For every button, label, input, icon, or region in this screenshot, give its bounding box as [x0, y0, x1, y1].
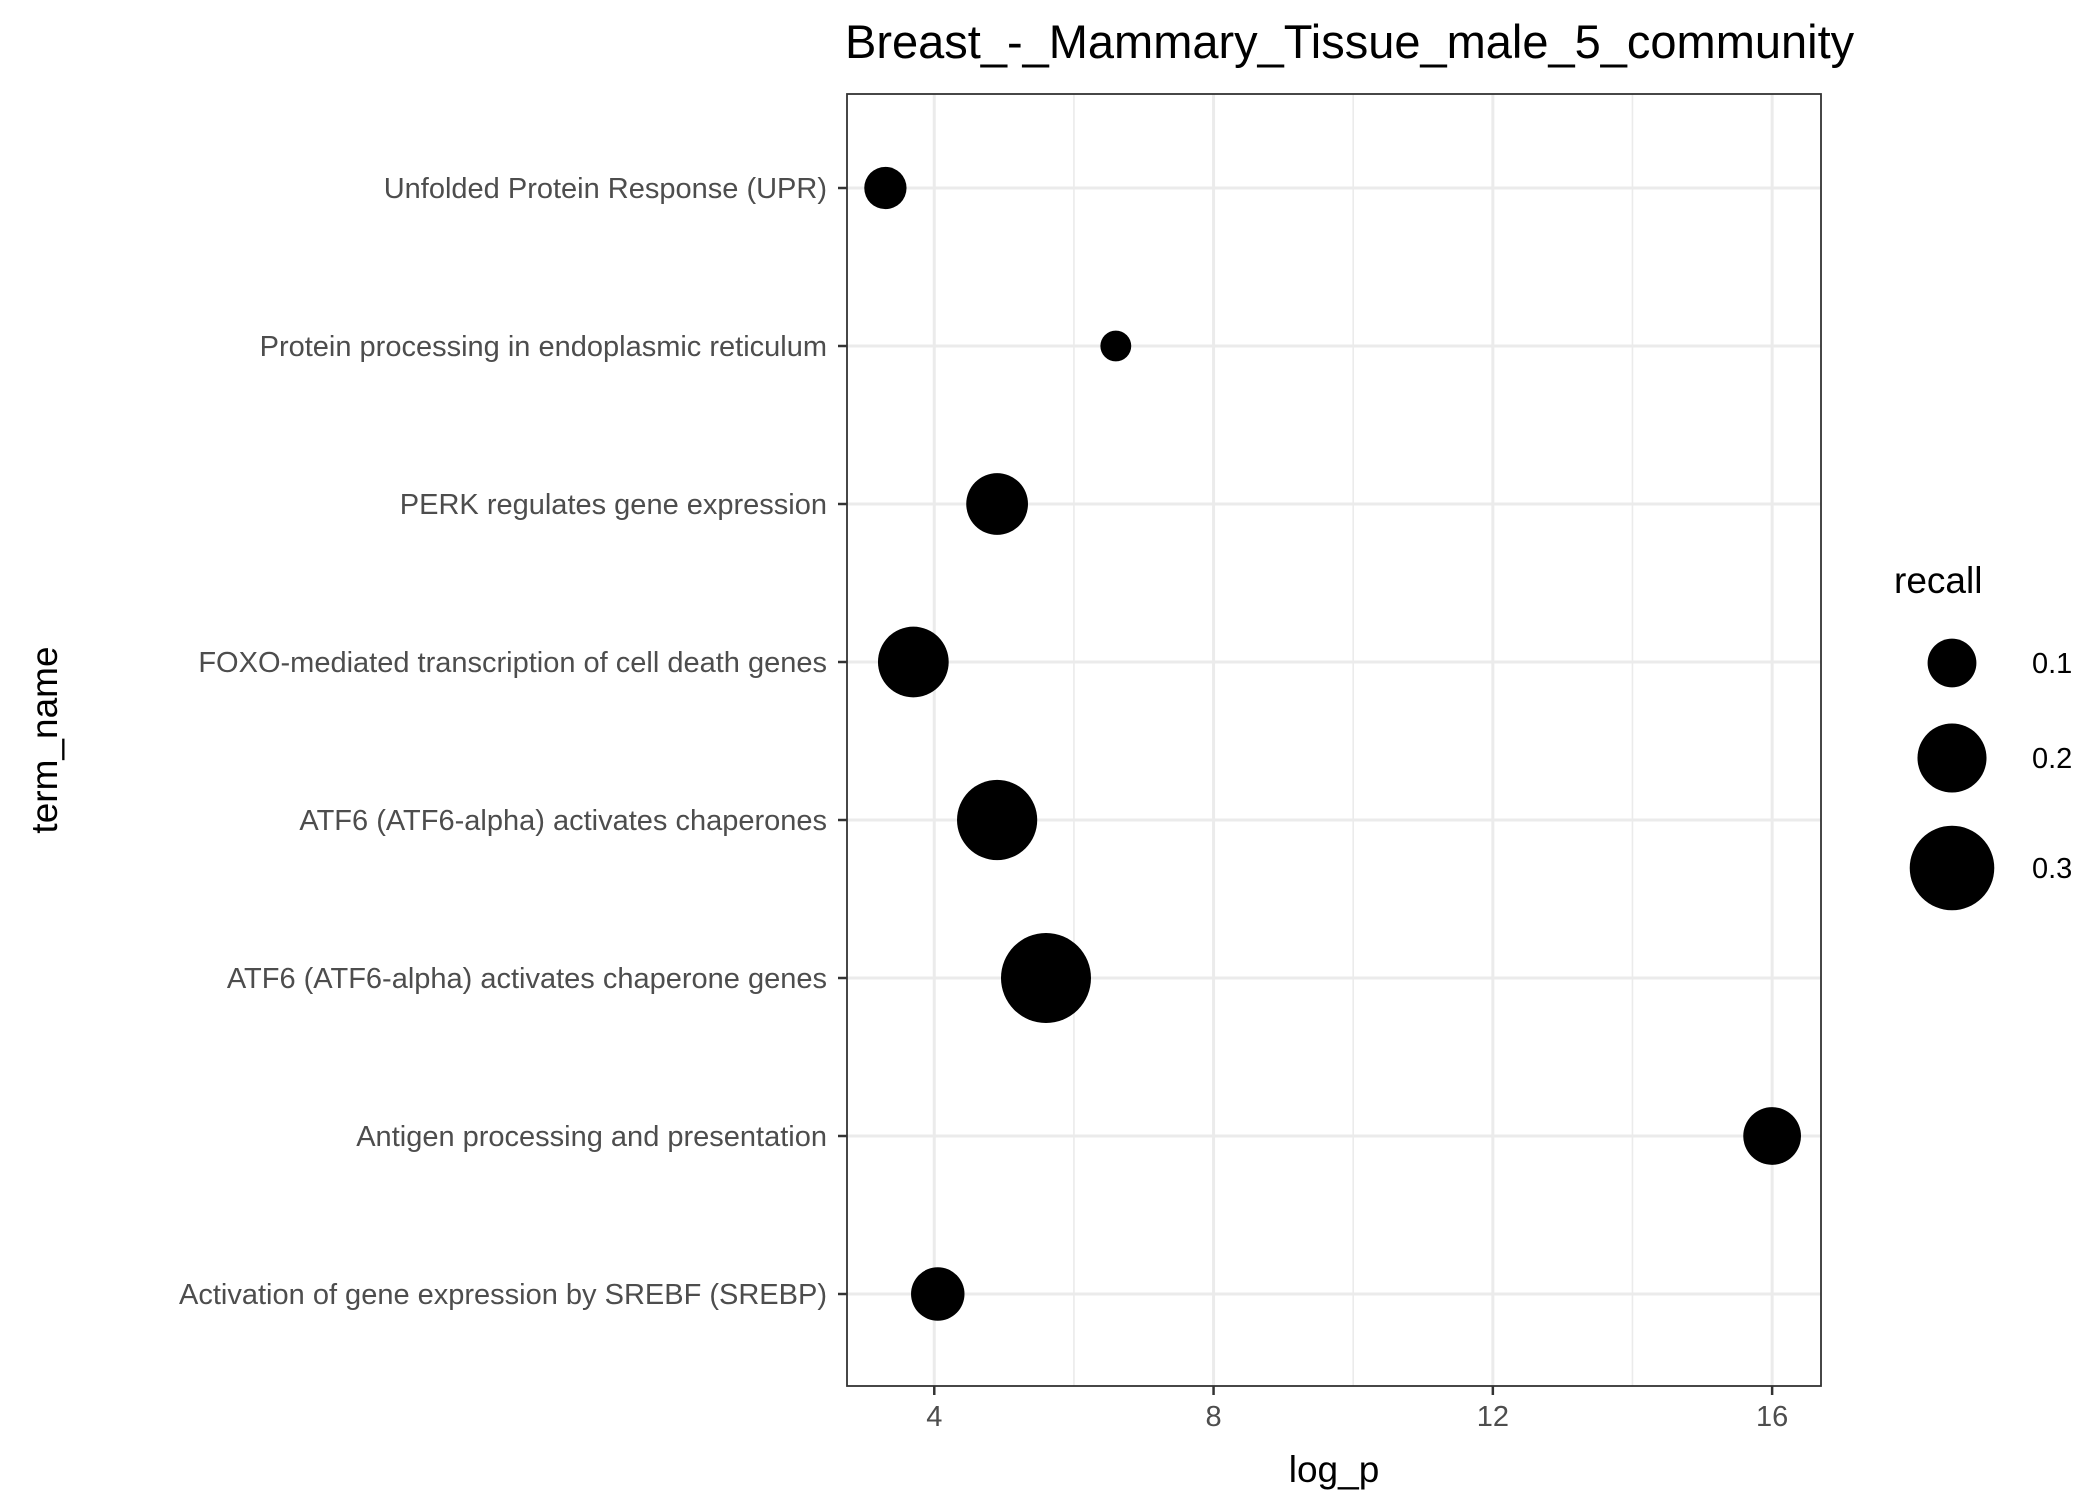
legend-label: 0.1: [2032, 648, 2072, 680]
data-point: [1000, 933, 1091, 1023]
data-point: [911, 1267, 965, 1321]
legend-key-circle: [1917, 723, 1987, 793]
data-point: [957, 779, 1038, 861]
x-tick-label: 8: [1205, 1401, 1221, 1433]
data-point: [966, 473, 1028, 535]
legend-label: 0.3: [2032, 853, 2072, 885]
y-tick-label: FOXO-mediated transcription of cell deat…: [198, 647, 827, 679]
data-point: [877, 626, 949, 698]
chart-title: Breast_-_Mammary_Tissue_male_5_community: [845, 15, 1855, 68]
legend-title: recall: [1894, 560, 1982, 601]
y-tick-label: ATF6 (ATF6-alpha) activates chaperone ge…: [227, 963, 827, 995]
y-tick-label: ATF6 (ATF6-alpha) activates chaperones: [299, 805, 827, 837]
data-point: [864, 166, 907, 210]
x-axis: 4 8 12 16: [926, 1386, 1788, 1433]
x-axis-title: log_p: [1289, 1449, 1380, 1490]
y-tick-label: Unfolded Protein Response (UPR): [384, 173, 827, 205]
points-layer: [864, 166, 1802, 1321]
x-tick-label: 4: [926, 1401, 942, 1433]
y-axis: Unfolded Protein Response (UPR) Protein p…: [179, 173, 847, 1311]
legend-key-circle: [1927, 638, 1977, 688]
y-axis-title: term_name: [24, 646, 65, 833]
legend: recall 0.1 0.2 0.3: [1894, 560, 2072, 911]
panel-border: [846, 93, 1822, 1387]
y-tick-label: Antigen processing and presentation: [356, 1121, 827, 1153]
x-tick-label: 12: [1477, 1401, 1509, 1433]
y-tick-label: Protein processing in endoplasmic reticu…: [260, 331, 827, 363]
y-tick-label: PERK regulates gene expression: [400, 489, 827, 521]
data-point: [1100, 330, 1132, 362]
x-tick-label: 16: [1756, 1401, 1788, 1433]
legend-label: 0.2: [2032, 743, 2072, 775]
y-tick-label: Activation of gene expression by SREBF (…: [179, 1279, 827, 1311]
data-point: [1743, 1107, 1802, 1165]
legend-key-circle: [1909, 825, 1995, 911]
